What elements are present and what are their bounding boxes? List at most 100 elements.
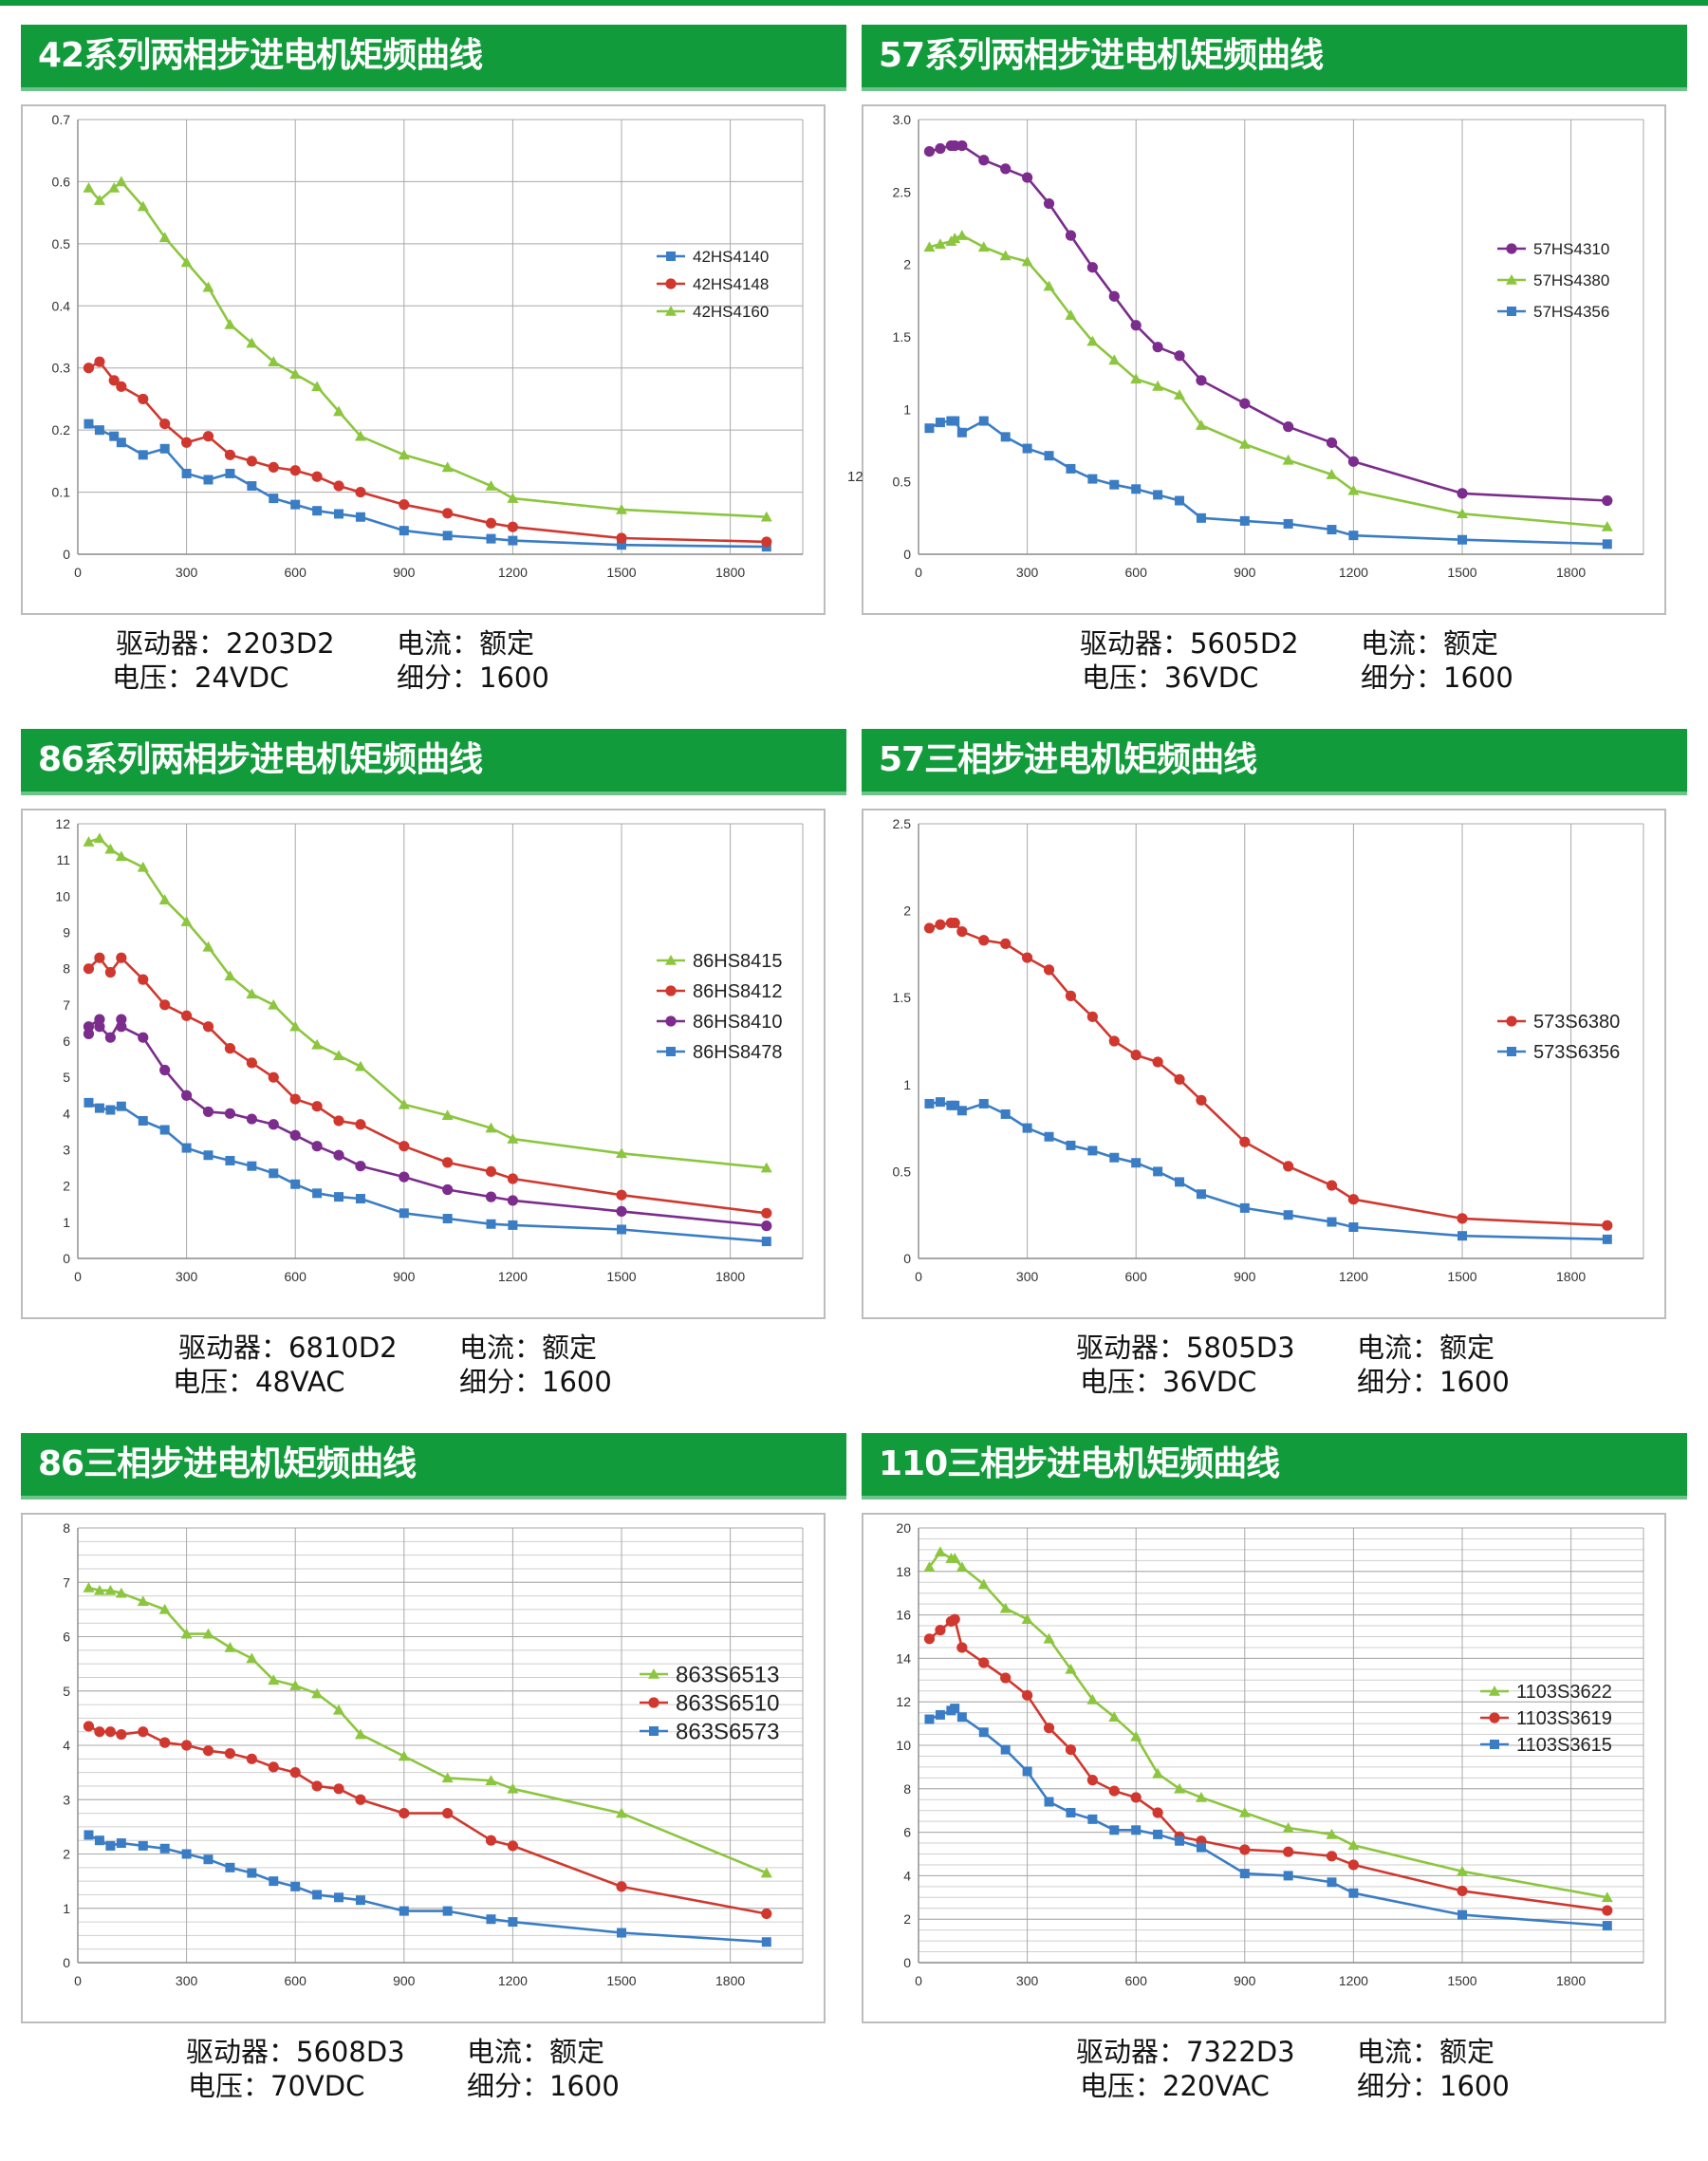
data-point [83,181,95,193]
data-point [116,1728,127,1741]
data-point [441,461,454,473]
legend-swatch-marker [648,1697,659,1708]
current-label: 电流： [1357,1332,1440,1364]
driver-value: 5605D2 [1190,627,1299,660]
data-point [956,230,968,240]
data-point [159,443,170,454]
data-point [158,232,171,243]
data-point [138,1032,149,1043]
data-point [760,1162,772,1173]
data-point [202,1106,214,1118]
data-point [999,250,1012,261]
data-point [1283,1161,1294,1172]
data-point [616,532,627,544]
chart-panel-86-three-phase: 86三相步进电机矩频曲线 0 1 2 3 4 5 6 7 8 0 300 600 900 1200 1500… [21,1433,846,2102]
y-tick-label: 3 [63,1792,70,1807]
current-label: 电流： [459,1332,543,1364]
data-point [1327,525,1337,535]
data-point [1196,1189,1206,1200]
x-tick-label: 600 [1125,1269,1148,1284]
data-point [246,337,258,348]
series-42HS4148 [83,356,772,548]
voltage-value: 36VDC [1162,1366,1257,1398]
data-point [616,1147,627,1159]
data-point [1043,197,1055,210]
data-point [138,450,148,460]
current-value: 额定 [549,2036,605,2068]
data-point [225,1155,235,1165]
data-point [269,494,279,504]
data-point [116,381,127,392]
series-573S6356 [924,1097,1612,1244]
data-point [1087,1814,1098,1824]
data-point [978,1098,989,1108]
data-point [935,1709,945,1720]
series-863S6513 [83,1581,772,1878]
chart-svg: 0 2 4 6 8 10 12 14 16 18 20 0 300 600 900 1200 1500 1800 1… [896,1520,1644,1988]
legend-label: 863S6510 [676,1691,779,1717]
data-point [1022,172,1033,183]
data-point [333,1704,345,1715]
legend-swatch-marker [1506,1015,1517,1027]
data-point [1196,512,1206,523]
x-tick-label: 300 [176,1973,198,1988]
data-point [1347,484,1360,495]
legend-swatch-marker [665,306,677,316]
data-point [202,1745,214,1757]
data-point [104,1726,116,1738]
legend-swatch-marker [1507,307,1516,316]
driver-specs: 驱动器：7322D3 电流：额定 电压：220VAC 细分：1600 [862,2035,1687,2111]
data-point [442,508,454,519]
x-tick-label: 900 [1234,565,1256,580]
data-point [442,1157,454,1168]
data-point [398,1098,410,1109]
data-point [1283,1210,1293,1220]
y-tick-label: 0.3 [52,361,71,376]
data-point [1065,309,1077,320]
data-point [224,449,236,460]
current-value: 额定 [1443,627,1499,660]
x-tick-label: 1500 [1447,1973,1476,1988]
data-point [1175,1835,1185,1846]
data-point [399,1906,409,1916]
data-point [269,1168,279,1179]
y-tick-label: 1 [903,401,911,417]
data-point [617,1928,626,1938]
data-point [355,1194,365,1204]
voltage-spec: 电压：36VDC [1082,661,1258,695]
data-point [94,952,105,963]
y-tick-label: 2.5 [893,816,912,831]
legend-label: 86HS8410 [693,1012,783,1033]
voltage-spec: 电压：24VDC [112,661,288,695]
data-point [181,1849,192,1859]
voltage-label: 电压： [1082,661,1165,694]
plot-area: 0 1 2 3 4 5 6 7 8 9 10 11 12 0 300 600 900 1200 1500 1800 86… [21,809,826,1319]
data-point [180,1628,193,1639]
banner-shadow [21,792,846,795]
current-spec: 电流：额定 [459,1331,597,1365]
driver-value: 5805D3 [1186,1332,1295,1364]
x-tick-label: 1200 [1339,1973,1368,1988]
data-point [246,1057,257,1069]
data-point [1457,1865,1468,1876]
series-line [87,956,767,1215]
legend-swatch-marker [1489,1686,1500,1696]
data-point [181,1010,193,1021]
data-point [486,1219,496,1229]
data-point [508,1220,518,1230]
x-tick-label: 600 [1125,565,1148,580]
data-point [83,836,95,847]
current-spec: 电流：额定 [397,626,534,661]
legend-label: 1103S3615 [1516,1735,1612,1756]
data-point [760,1867,772,1878]
current-label: 电流： [1361,627,1444,660]
driver-specs: 驱动器：5605D2 电流：额定 电压：36VDC 细分：1600 [862,626,1687,702]
x-tick-label: 0 [915,1973,922,1988]
driver-label: 驱动器： [1076,1332,1187,1364]
x-tick-label: 1200 [498,1973,528,1988]
driver-spec: 驱动器：6810D2 [178,1331,398,1365]
data-point [83,963,95,975]
data-point [116,1021,127,1033]
x-tick-label: 600 [285,1973,307,1988]
